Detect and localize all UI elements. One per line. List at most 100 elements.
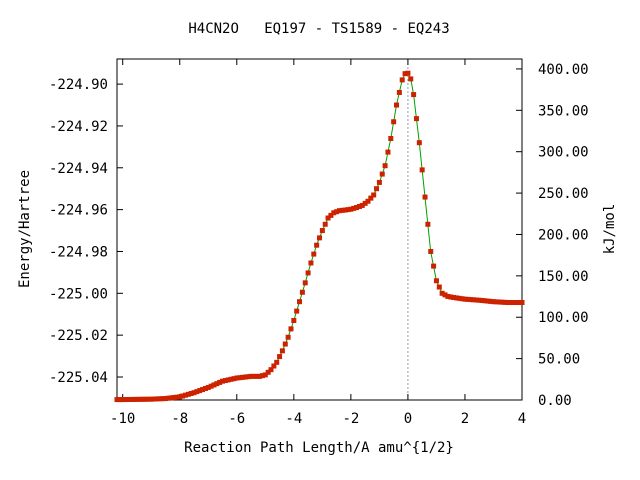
data-point bbox=[325, 215, 331, 221]
data-point bbox=[513, 300, 519, 306]
data-point bbox=[202, 385, 208, 391]
data-point bbox=[225, 377, 231, 383]
x-tick-label: -10 bbox=[110, 411, 135, 427]
data-point bbox=[197, 388, 203, 394]
data-point bbox=[282, 341, 288, 347]
data-point bbox=[328, 212, 334, 218]
data-point bbox=[490, 299, 496, 305]
data-point bbox=[451, 294, 457, 300]
data-point bbox=[348, 206, 354, 212]
data-point bbox=[519, 300, 525, 306]
data-point bbox=[376, 179, 382, 185]
y2-tick-label: 350.00 bbox=[538, 103, 589, 119]
data-point bbox=[422, 194, 428, 200]
data-point bbox=[322, 221, 328, 227]
data-point bbox=[154, 396, 160, 402]
y2-tick-label: 200.00 bbox=[538, 227, 589, 243]
data-point bbox=[334, 209, 340, 215]
data-point bbox=[285, 334, 291, 340]
data-point bbox=[482, 298, 488, 304]
data-point bbox=[356, 203, 362, 209]
data-point bbox=[428, 248, 434, 254]
data-point bbox=[140, 396, 146, 402]
data-point bbox=[200, 387, 206, 393]
x-tick-label: -2 bbox=[342, 411, 359, 427]
data-point bbox=[436, 284, 442, 290]
x-tick-label: -6 bbox=[228, 411, 245, 427]
data-point bbox=[188, 391, 194, 397]
data-point bbox=[220, 378, 226, 384]
x-tick-label: -4 bbox=[285, 411, 302, 427]
data-point bbox=[265, 369, 271, 375]
data-point bbox=[391, 119, 397, 125]
data-point bbox=[251, 373, 257, 379]
data-point bbox=[365, 198, 371, 204]
data-point bbox=[114, 397, 120, 403]
x-axis-label: Reaction Path Length/A amu^{1/2} bbox=[184, 440, 454, 456]
data-point bbox=[496, 299, 502, 305]
data-point bbox=[336, 208, 342, 214]
data-point bbox=[471, 297, 477, 303]
data-point bbox=[394, 102, 400, 108]
y2-tick-label: 0.00 bbox=[538, 393, 572, 409]
y2-tick-label: 250.00 bbox=[538, 186, 589, 202]
data-point bbox=[182, 392, 188, 398]
y-tick-label: -225.00 bbox=[49, 286, 108, 302]
data-point bbox=[445, 293, 451, 299]
data-point bbox=[354, 205, 360, 211]
data-point bbox=[502, 299, 508, 305]
data-point bbox=[302, 280, 308, 286]
data-point bbox=[123, 397, 129, 403]
data-point bbox=[425, 221, 431, 227]
data-point bbox=[465, 296, 471, 302]
data-point bbox=[479, 298, 485, 304]
data-point bbox=[516, 300, 522, 306]
y2-tick-label: 400.00 bbox=[538, 62, 589, 78]
data-point bbox=[237, 375, 243, 381]
data-point bbox=[439, 290, 445, 296]
data-point bbox=[143, 396, 149, 402]
data-point bbox=[274, 359, 280, 365]
data-point bbox=[145, 396, 151, 402]
data-point bbox=[294, 308, 300, 314]
y-tick-label: -224.96 bbox=[49, 203, 108, 219]
data-point bbox=[331, 210, 337, 216]
data-point bbox=[171, 395, 177, 401]
data-point bbox=[157, 396, 163, 402]
data-point bbox=[168, 395, 174, 401]
data-point bbox=[160, 396, 166, 402]
data-point bbox=[485, 298, 491, 304]
data-point bbox=[488, 298, 494, 304]
data-point bbox=[239, 374, 245, 380]
data-point bbox=[297, 299, 303, 305]
data-point bbox=[254, 373, 260, 379]
data-point bbox=[299, 289, 305, 295]
data-point bbox=[262, 372, 268, 378]
data-point bbox=[448, 294, 454, 300]
y-tick-label: -225.04 bbox=[49, 370, 108, 386]
data-point bbox=[191, 390, 197, 396]
data-point bbox=[351, 205, 357, 211]
y2-tick-label: 150.00 bbox=[538, 269, 589, 285]
data-point bbox=[314, 242, 320, 248]
data-point bbox=[174, 394, 180, 400]
data-point bbox=[371, 192, 377, 198]
data-point bbox=[305, 270, 311, 276]
data-point bbox=[234, 375, 240, 381]
data-point bbox=[228, 376, 234, 382]
chart-title: H4CN2O EQ197 - TS1589 - EQ243 bbox=[188, 21, 449, 37]
data-point bbox=[419, 167, 425, 173]
data-point bbox=[405, 70, 411, 76]
y2-tick-label: 300.00 bbox=[538, 145, 589, 161]
data-point bbox=[217, 379, 223, 385]
data-point bbox=[120, 397, 126, 403]
data-point bbox=[128, 396, 134, 402]
data-point bbox=[271, 363, 277, 369]
data-point bbox=[308, 260, 314, 266]
data-point bbox=[211, 382, 217, 388]
data-point bbox=[317, 235, 322, 241]
data-point bbox=[311, 251, 317, 257]
series-markers bbox=[114, 70, 525, 403]
data-point bbox=[134, 396, 140, 402]
